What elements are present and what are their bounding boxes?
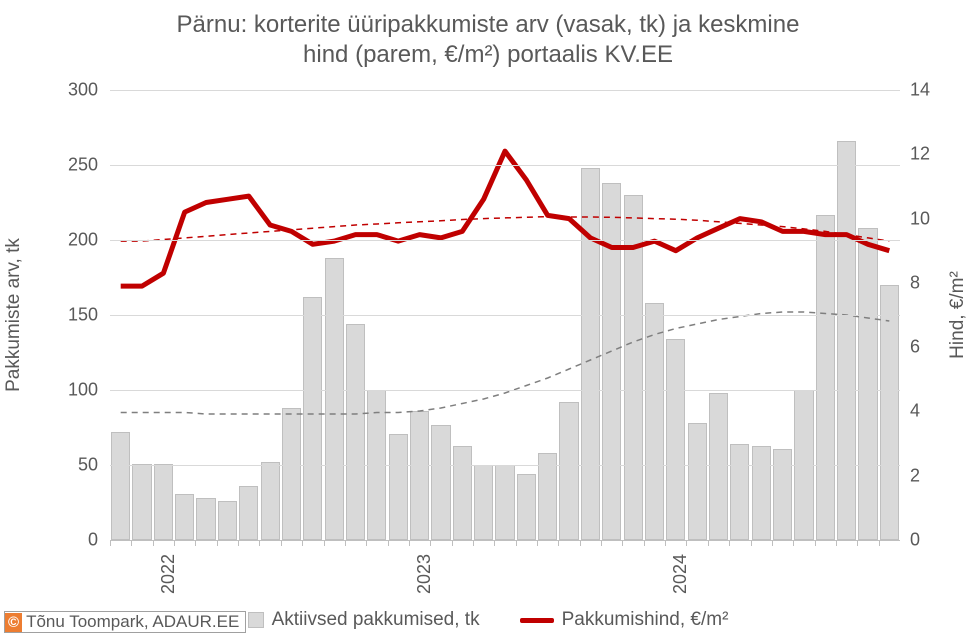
x-tick [131,540,132,546]
title-line1: Pärnu: korterite üüripakkumiste arv (vas… [0,10,976,40]
x-tick [686,540,687,546]
legend-line-swatch [520,618,554,623]
x-tick [708,540,709,546]
x-tick [174,540,175,546]
ytick-right: 14 [910,80,950,101]
gridline [110,390,900,391]
x-tick [217,540,218,546]
y-axis-right-label: Hind, €/m² [947,271,969,359]
legend-bar-swatch [248,612,264,628]
title-line2: hind (parem, €/m²) portaalis KV.EE [0,40,976,70]
ytick-right: 8 [910,272,950,293]
ytick-right: 4 [910,401,950,422]
x-tick [644,540,645,546]
x-tick [409,540,410,546]
credit-badge: © Tõnu Toompark, ADAUR.EE [4,611,246,633]
copyright-icon: © [5,613,22,632]
x-tick [793,540,794,546]
plot-area [110,90,900,541]
series-line [121,312,890,414]
x-tick [452,540,453,546]
x-tick [836,540,837,546]
x-tick [772,540,773,546]
gridline [110,165,900,166]
ytick-left: 150 [38,305,98,326]
x-tick [879,540,880,546]
y-axis-left-label: Pakkumiste arv, tk [3,238,25,392]
x-tick [281,540,282,546]
ytick-left: 50 [38,455,98,476]
x-tick [516,540,517,546]
x-tick [110,540,111,546]
x-tick [857,540,858,546]
x-tick [622,540,623,546]
ytick-right: 12 [910,144,950,165]
x-year-label: 2022 [158,554,179,594]
x-tick [153,540,154,546]
x-tick [388,540,389,546]
credit-text: Tõnu Toompark, ADAUR.EE [26,612,245,632]
legend-line-label: Pakkumishind, €/m² [562,609,729,631]
x-tick [601,540,602,546]
x-tick [537,540,538,546]
ytick-right: 10 [910,208,950,229]
legend-item-bars: Aktiivsed pakkumised, tk [248,609,480,631]
x-tick [751,540,752,546]
x-tick [302,540,303,546]
ytick-left: 250 [38,155,98,176]
ytick-left: 0 [38,530,98,551]
x-tick [665,540,666,546]
gridline [110,465,900,466]
x-tick [729,540,730,546]
ytick-left: 200 [38,230,98,251]
gridline [110,315,900,316]
chart-container: Pärnu: korterite üüripakkumiste arv (vas… [0,0,976,637]
x-year-label: 2023 [414,554,435,594]
gridline [110,90,900,91]
legend-bar-label: Aktiivsed pakkumised, tk [272,609,480,631]
x-tick [430,540,431,546]
ytick-left: 300 [38,80,98,101]
legend-item-line: Pakkumishind, €/m² [520,609,729,631]
x-tick [494,540,495,546]
x-tick [238,540,239,546]
x-tick [259,540,260,546]
ytick-right: 2 [910,465,950,486]
ytick-right: 6 [910,337,950,358]
x-tick [366,540,367,546]
x-year-label: 2024 [670,554,691,594]
x-tick [558,540,559,546]
x-tick [473,540,474,546]
ytick-right: 0 [910,530,950,551]
x-tick [580,540,581,546]
x-tick [345,540,346,546]
chart-title: Pärnu: korterite üüripakkumiste arv (vas… [0,10,976,70]
x-tick [324,540,325,546]
ytick-left: 100 [38,380,98,401]
gridline [110,240,900,241]
x-tick [815,540,816,546]
x-tick [195,540,196,546]
